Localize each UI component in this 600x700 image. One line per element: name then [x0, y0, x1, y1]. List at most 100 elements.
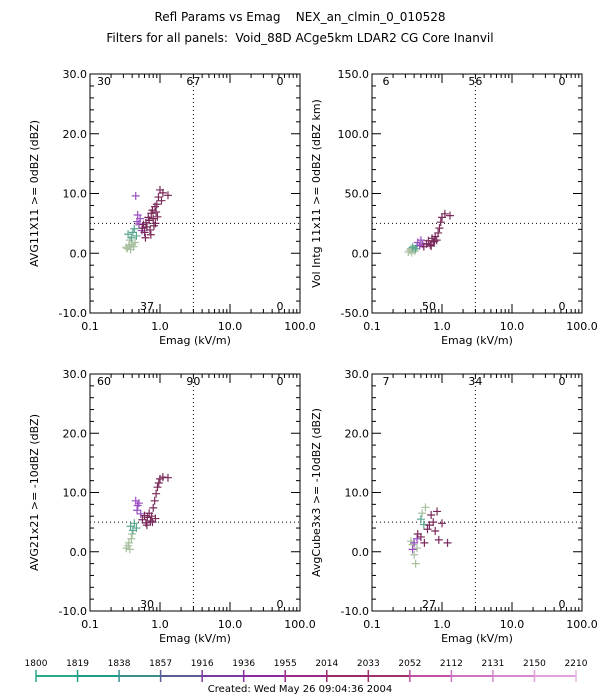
- y-tick-label: 150.0: [338, 68, 370, 81]
- count-top-left: 60: [97, 375, 111, 388]
- x-tick-label: 0.1: [363, 320, 381, 333]
- data-point: [420, 538, 429, 547]
- colorbar-tick-label: 1936: [232, 659, 255, 669]
- y-tick-label: 20.0: [345, 427, 370, 440]
- x-axis-ticks: [90, 374, 300, 611]
- data-point: [445, 211, 454, 220]
- data-point: [141, 233, 150, 242]
- data-point: [158, 188, 167, 197]
- scatter-panel-4: 0.1 1.0 10.0 100.0 -10.0 0.0 10.0 20.0 30.0 7 34 0 2…: [310, 368, 598, 645]
- x-tick-label: 0.1: [81, 320, 99, 333]
- x-tick-label: 0.1: [363, 618, 381, 631]
- data-point: [129, 242, 138, 251]
- panels: 0.1 1.0 10.0 100.0-10.00.010.020.030.030 67 0…: [28, 68, 598, 645]
- count-bottom-left: 50: [422, 300, 436, 313]
- data-point: [434, 228, 443, 237]
- count-top-center: 90: [186, 375, 200, 388]
- data-point: [146, 225, 155, 234]
- data-point: [130, 519, 139, 528]
- colorbar-tick-label: 2052: [398, 659, 421, 669]
- count-bottom-left: 37: [140, 300, 154, 313]
- y-tick-label: 0.0: [352, 546, 370, 559]
- data-point: [130, 224, 139, 233]
- y-tick-label: 100.0: [338, 128, 370, 141]
- data-point: [124, 230, 133, 239]
- data-point: [163, 473, 172, 482]
- scatter-panel-3: 0.1 1.0 10.0 100.0 -10.0 0.0 10.0 20.0 30.0 60 90 0…: [28, 368, 316, 645]
- created-timestamp: Created: Wed May 26 09:04:36 2004: [208, 684, 392, 695]
- data-point: [138, 224, 147, 233]
- data-point: [427, 242, 436, 251]
- data-point: [153, 483, 162, 492]
- data-point: [153, 212, 162, 221]
- data-point: [132, 231, 141, 240]
- colorbar-tick-label: 1819: [66, 659, 89, 669]
- x-axis-label: Emag (kV/m): [441, 334, 513, 347]
- data-point: [132, 524, 141, 533]
- count-top-center: 34: [468, 375, 482, 388]
- data-point: [416, 515, 425, 524]
- x-tick-label: 1.0: [433, 320, 451, 333]
- data-point: [413, 534, 422, 543]
- data-point: [416, 532, 425, 541]
- x-tick-label: 100.0: [566, 320, 598, 333]
- colorbar-tick-label: 2131: [481, 659, 504, 669]
- y-tick-label: -10.0: [341, 605, 369, 618]
- scatter-points: [122, 185, 172, 254]
- data-point: [154, 479, 163, 488]
- data-point: [133, 506, 142, 515]
- count-top-right: 0: [277, 375, 284, 388]
- data-point: [427, 511, 436, 520]
- x-tick-label: 0.1: [81, 618, 99, 631]
- count-top-center: 56: [468, 75, 482, 88]
- y-tick-label: 0.0: [70, 247, 88, 260]
- data-point: [145, 216, 154, 225]
- data-point: [431, 527, 440, 536]
- time-colorbar: 1800 1819 1838 1857 1916 1936 1955 2014 2033 2052…: [25, 659, 588, 682]
- count-top-right: 0: [559, 75, 566, 88]
- data-point: [146, 516, 155, 525]
- scatter-points: [406, 503, 452, 568]
- data-point: [151, 219, 160, 228]
- data-point: [152, 200, 161, 209]
- count-top-left: 7: [383, 375, 390, 388]
- data-point: [423, 525, 432, 534]
- data-point: [416, 236, 425, 245]
- y-tick-label: -50.0: [341, 307, 369, 320]
- colorbar-tick-label: 2150: [523, 659, 546, 669]
- x-axis-label: Emag (kV/m): [441, 632, 513, 645]
- x-axis-ticks: [90, 74, 300, 313]
- count-bottom-right: 0: [559, 300, 566, 313]
- data-point: [157, 196, 166, 205]
- x-tick-label: 10.0: [218, 320, 243, 333]
- count-bottom-right: 0: [277, 598, 284, 611]
- x-tick-label: 1.0: [151, 320, 169, 333]
- data-point: [128, 228, 137, 237]
- y-tick-label: 10.0: [345, 487, 370, 500]
- data-point: [163, 191, 172, 200]
- y-axis-label: Vol Intg 11x11 >= 0dBZ (dBZ km): [310, 99, 323, 288]
- data-point: [140, 228, 149, 237]
- data-point: [142, 521, 151, 530]
- data-point: [136, 509, 145, 518]
- data-point: [151, 514, 160, 523]
- colorbar-tick-label: 1916: [191, 659, 214, 669]
- data-point: [128, 529, 137, 538]
- y-tick-label: 30.0: [63, 368, 88, 381]
- data-point: [429, 518, 438, 527]
- data-point: [410, 550, 419, 559]
- x-tick-label: 100.0: [284, 618, 316, 631]
- x-axis-ticks: [372, 374, 582, 611]
- data-point: [411, 559, 420, 568]
- x-axis-label: Emag (kV/m): [159, 334, 231, 347]
- title-line-2: Filters for all panels: Void_88D ACge5km…: [106, 31, 493, 45]
- x-tick-label: 1.0: [433, 618, 451, 631]
- data-point: [152, 208, 161, 217]
- count-bottom-right: 0: [277, 300, 284, 313]
- data-point: [139, 220, 148, 229]
- y-axis-label: AVG21x21 >= -10dBZ (dBZ): [28, 414, 41, 571]
- data-point: [149, 214, 158, 223]
- data-point: [421, 503, 430, 512]
- colorbar-tick-label: 1955: [274, 659, 297, 669]
- x-tick-label: 10.0: [500, 320, 525, 333]
